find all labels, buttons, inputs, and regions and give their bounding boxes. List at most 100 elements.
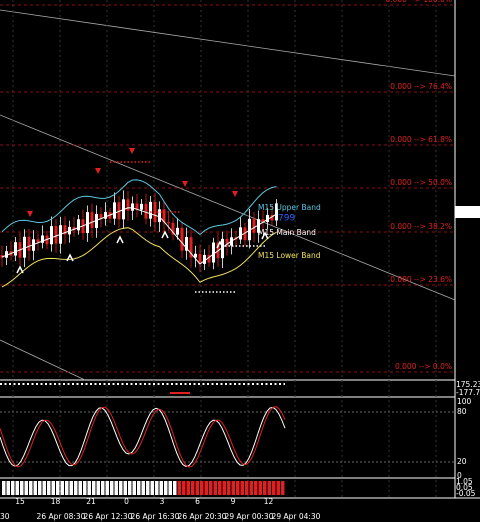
candle-body (171, 222, 175, 235)
upper-band (1, 179, 277, 236)
candle-body (176, 227, 179, 235)
candle-body (180, 227, 184, 251)
stochastic-line (0, 406, 286, 468)
indicator3-label: 1.05 (456, 477, 473, 486)
indicator3-label: 0.05 (456, 483, 473, 492)
histogram-block (123, 481, 127, 495)
candle-body (221, 238, 224, 259)
histogram-block (69, 481, 73, 495)
stochastic-label: 80 (457, 407, 467, 416)
histogram-block (168, 481, 172, 495)
histogram-block (38, 481, 42, 495)
time-label: 30 (0, 512, 10, 521)
upper-band-label: M15 Upper Band (258, 203, 321, 212)
trend-line (0, 9, 456, 77)
histogram-block (173, 481, 177, 495)
histogram-block (2, 481, 6, 495)
candle-body (54, 226, 58, 244)
histogram-block (6, 481, 10, 495)
candle-body (144, 203, 148, 219)
candle-body (239, 227, 242, 240)
histogram-block (150, 481, 154, 495)
candle-body (212, 242, 215, 263)
histogram-block (141, 481, 145, 495)
candle-body (77, 219, 80, 231)
histogram-block (132, 481, 136, 495)
histogram-block (200, 481, 204, 495)
current-price-box (455, 206, 480, 218)
candle-body (194, 253, 197, 258)
buy-arrow (261, 231, 269, 240)
histogram-block (92, 481, 96, 495)
stochastic-label: 20 (457, 457, 467, 466)
histogram-block (51, 481, 55, 495)
lower-band-label: M15 Lower Band (258, 251, 321, 260)
histogram-block (96, 481, 100, 495)
indicator3-label: -0.05 (456, 489, 476, 498)
buy-arrow (161, 230, 169, 239)
histogram-block (83, 481, 87, 495)
histogram-block (65, 481, 69, 495)
candle-body (0, 255, 4, 258)
candle-body (135, 203, 139, 210)
time-label: 29 Apr 00:30 (225, 512, 274, 521)
histogram-block (222, 481, 226, 495)
histogram-block (276, 481, 280, 495)
histogram-block (137, 481, 141, 495)
candle-body (225, 238, 229, 246)
fibo-label: 0.000 --> 0.0% (395, 362, 452, 371)
candle-body (149, 201, 152, 219)
hour-label: 6 (195, 497, 200, 506)
histogram-block (47, 481, 51, 495)
fibo-label: 0.000 --> 50.0% (390, 178, 452, 187)
candle-body (5, 251, 8, 258)
histogram-block (213, 481, 217, 495)
sell-arrow (182, 181, 188, 187)
hour-label: 12 (264, 497, 274, 506)
histogram-block (245, 481, 249, 495)
candle-body (270, 214, 274, 221)
histogram-block (236, 481, 240, 495)
hour-label: 0 (124, 497, 129, 506)
sell-arrow (27, 211, 33, 217)
histogram-block (209, 481, 213, 495)
candle-body (189, 237, 193, 258)
candle-body (99, 214, 103, 219)
count-label: 799 (278, 214, 295, 224)
candle-body (203, 254, 206, 264)
fibo-label: 0.000 --> 61.8% (390, 135, 452, 144)
fibo-label: 0.000 --> 100.0% (385, 0, 452, 4)
price-plot (0, 148, 278, 293)
buy-arrow (66, 253, 74, 262)
main-band (1, 207, 277, 265)
histogram-block (128, 481, 132, 495)
trend-line (0, 339, 86, 381)
candle-body (72, 226, 76, 231)
main-band-label: M15 Main Band (258, 228, 316, 237)
histogram-block (78, 481, 82, 495)
candle-body (41, 235, 44, 243)
candle-body (14, 242, 17, 256)
fibo-levels: 0.000 --> 100.0% 0.000 --> 76.4% 0.000 -->… (0, 0, 455, 373)
candle-body (158, 209, 161, 223)
histogram-block (227, 481, 231, 495)
candle-body (113, 202, 116, 219)
histogram-block (87, 481, 91, 495)
buy-arrow (16, 265, 24, 274)
sell-arrow (95, 168, 101, 174)
histogram-block (159, 481, 163, 495)
histogram-block (101, 481, 105, 495)
histogram-block (56, 481, 60, 495)
stochastic-label: 0 (457, 471, 462, 480)
histogram-block (191, 481, 195, 495)
histogram-block (272, 481, 276, 495)
histogram-block (114, 481, 118, 495)
histogram-block (105, 481, 109, 495)
histogram-block (29, 481, 33, 495)
candle-body (257, 219, 260, 233)
candle-body (275, 203, 278, 221)
candle-body (248, 218, 251, 241)
candle-body (198, 253, 202, 264)
sell-arrow (129, 148, 135, 154)
trend-line (0, 114, 456, 301)
